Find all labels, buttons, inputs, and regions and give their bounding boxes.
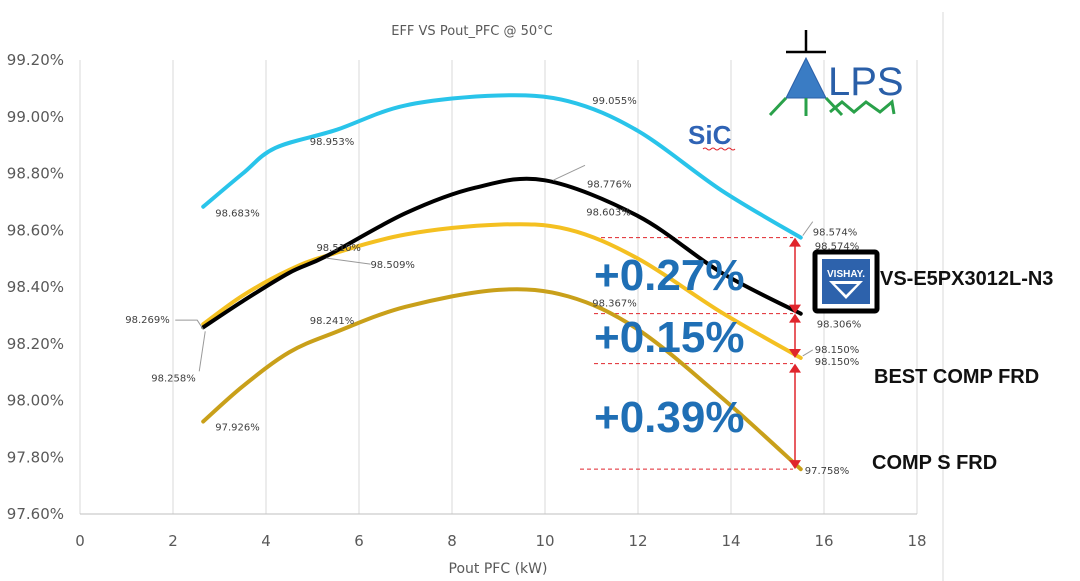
lps-logo-text: LPS	[828, 60, 904, 104]
sic-underline	[702, 147, 736, 151]
y-tick-label: 99.00%	[7, 108, 64, 126]
y-tick-label: 98.40%	[7, 278, 64, 296]
arrow-head-up-icon	[789, 363, 801, 373]
data-label-comps: 98.367%	[592, 298, 637, 309]
x-tick-label: 2	[168, 532, 178, 550]
y-tick-label: 98.00%	[7, 392, 64, 410]
y-axis-ticks: 97.60% 97.80% 98.00% 98.20% 98.40% 98.60% 98.8…	[7, 51, 64, 523]
guide-lines	[580, 237, 793, 470]
vishay-inner-triangle	[835, 284, 857, 295]
leader-line	[326, 257, 371, 265]
delta-015-text: +0.15%	[594, 313, 744, 362]
y-tick-label: 97.60%	[7, 505, 64, 523]
vishay-logo: VISHAY.	[812, 249, 880, 314]
delta-039-text: +0.39%	[594, 393, 744, 442]
arrow-head-up-icon	[789, 237, 801, 247]
y-tick-label: 99.20%	[7, 51, 64, 69]
x-tick-label: 16	[814, 532, 833, 550]
chart-title: EFF VS Pout_PFC @ 50°C	[391, 24, 553, 39]
arrow-head-down-icon	[789, 304, 801, 314]
series-line-vishay	[201, 176, 803, 330]
x-tick-label: 14	[721, 532, 740, 550]
leader-line	[198, 331, 206, 372]
arrow-head-down-icon	[789, 460, 801, 470]
data-label-extra: 98.150%	[815, 357, 860, 368]
x-axis-ticks: 0 2 4 6 8 10 12 14 16 18	[75, 532, 926, 550]
arrow-head-down-icon	[789, 348, 801, 358]
leader-line	[802, 349, 814, 357]
data-label-vishay: 98.776%	[587, 179, 632, 190]
data-label-sic: 99.055%	[592, 96, 637, 107]
data-label-sic: 98.683%	[215, 209, 260, 220]
data-labels: 98.683% 98.953% 99.055% 98.574% 98.258% 98.50…	[125, 96, 861, 477]
data-label-comps: 98.241%	[310, 316, 355, 327]
leader-line	[802, 221, 814, 236]
y-tick-label: 98.60%	[7, 221, 64, 239]
y-tick-label: 97.80%	[7, 448, 64, 466]
data-label-best: 98.510%	[316, 243, 361, 254]
data-label-best: 98.150%	[815, 345, 860, 356]
lps-wave-icon	[829, 99, 896, 115]
vishay-part-label: VS-E5PX3012L-N3	[880, 268, 1053, 290]
data-label-best: 98.269%	[125, 315, 170, 326]
data-label-extra: 98.574%	[815, 242, 860, 253]
x-tick-label: 18	[907, 532, 926, 550]
delta-027-text: +0.27%	[594, 251, 744, 300]
data-label-vishay: 98.306%	[817, 320, 862, 331]
comp-s-label: COMP S FRD	[872, 452, 997, 474]
x-tick-label: 12	[628, 532, 647, 550]
lps-triangle-icon	[785, 56, 827, 99]
data-label-comps: 97.758%	[805, 466, 850, 477]
delta-arrows	[789, 237, 801, 470]
best-comp-label: BEST COMP FRD	[874, 366, 1039, 388]
y-tick-label: 98.20%	[7, 335, 64, 353]
arrow-head-up-icon	[789, 313, 801, 323]
series-line-best	[201, 222, 803, 360]
series-line-sic	[201, 93, 803, 240]
data-label-comps: 97.926%	[215, 422, 260, 433]
leader-line	[175, 319, 204, 330]
x-tick-label: 8	[447, 532, 457, 550]
x-tick-label: 6	[354, 532, 364, 550]
x-tick-label: 10	[535, 532, 554, 550]
data-label-vishay: 98.509%	[370, 260, 415, 271]
sic-annotation: SiC	[688, 120, 732, 150]
data-label-sic: 98.574%	[813, 228, 858, 239]
series-line-comps	[201, 287, 803, 472]
x-tick-label: 0	[75, 532, 85, 550]
grid	[79, 60, 918, 515]
data-label-best: 98.603%	[586, 207, 631, 218]
data-label-sic: 98.953%	[310, 137, 355, 148]
x-tick-label: 4	[261, 532, 271, 550]
x-axis-label: Pout PFC (kW)	[449, 561, 548, 577]
leader-line	[552, 164, 586, 181]
y-tick-label: 98.80%	[7, 165, 64, 183]
vishay-logo-text: VISHAY.	[827, 269, 865, 280]
lps-logo: LPS	[768, 30, 904, 117]
data-label-vishay: 98.258%	[151, 373, 196, 384]
series-group	[201, 93, 803, 472]
